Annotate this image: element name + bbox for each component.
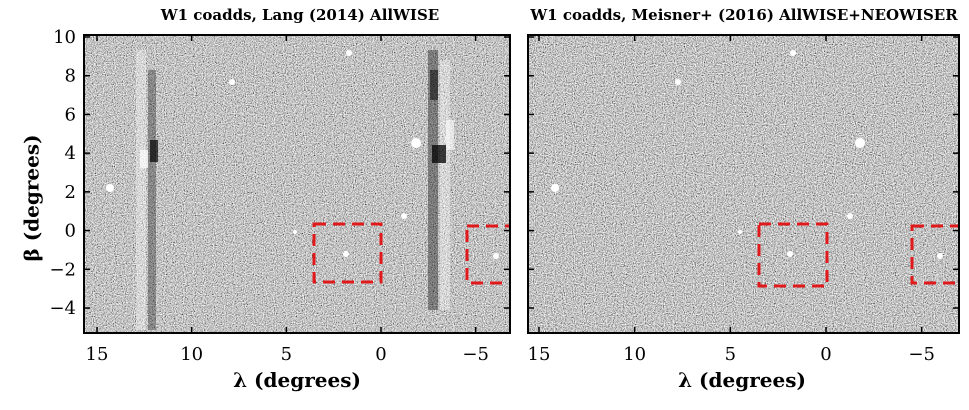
y-tick-label: 10 bbox=[53, 27, 76, 48]
y-tick-label: 0 bbox=[65, 221, 76, 242]
right-panel-image bbox=[528, 35, 959, 333]
x-tick-label: 10 bbox=[623, 344, 646, 365]
x-tick-label: −5 bbox=[908, 344, 935, 365]
left-streak-artifact-1 bbox=[136, 50, 158, 330]
bright-source bbox=[493, 253, 499, 259]
bright-source bbox=[106, 184, 114, 192]
left-panel-title: W1 coadds, Lang (2014) AllWISE bbox=[160, 6, 440, 24]
y-tick-label: −4 bbox=[49, 298, 76, 319]
bright-source bbox=[229, 79, 235, 85]
bright-source bbox=[675, 79, 681, 85]
bright-source bbox=[551, 184, 559, 192]
bright-source bbox=[847, 213, 853, 219]
y-tick-label: 6 bbox=[65, 104, 76, 125]
bright-source bbox=[790, 50, 796, 56]
y-tick-label: 2 bbox=[65, 182, 76, 203]
bright-source bbox=[937, 253, 943, 259]
right-x-axis-label: λ (degrees) bbox=[678, 368, 806, 392]
x-tick-label: 15 bbox=[86, 344, 109, 365]
x-tick-label: 10 bbox=[180, 344, 203, 365]
x-tick-label: −5 bbox=[462, 344, 489, 365]
axis-ticks: 15 10 5 0 −5 15 10 5 0 −5 10 8 6 4 2 0 −2 −4 bbox=[49, 27, 959, 365]
highlight-box bbox=[312, 222, 383, 284]
bright-source bbox=[855, 138, 865, 148]
y-tick-label: 4 bbox=[65, 143, 76, 164]
left-axes-frame bbox=[83, 34, 511, 334]
left-streak-artifact-2 bbox=[428, 50, 454, 310]
bright-source bbox=[293, 230, 297, 234]
x-tick-label: 0 bbox=[820, 344, 831, 365]
x-tick-label: 0 bbox=[375, 344, 386, 365]
left-x-axis-label: λ (degrees) bbox=[233, 368, 361, 392]
bright-source bbox=[738, 230, 742, 234]
x-tick-label: 5 bbox=[725, 344, 736, 365]
bright-source bbox=[343, 251, 349, 257]
bright-source bbox=[411, 138, 421, 148]
left-panel-image bbox=[84, 35, 510, 333]
right-axes-frame bbox=[527, 34, 960, 334]
x-tick-label: 5 bbox=[281, 344, 292, 365]
x-tick-label: 15 bbox=[528, 344, 551, 365]
bright-source bbox=[346, 50, 352, 56]
highlight-box bbox=[465, 224, 510, 285]
right-panel-title: W1 coadds, Meisner+ (2016) AllWISE+NEOWI… bbox=[530, 6, 958, 24]
bright-source bbox=[787, 251, 793, 257]
highlight-box bbox=[910, 224, 959, 285]
bright-source bbox=[401, 213, 407, 219]
y-tick-label: 8 bbox=[65, 66, 76, 87]
y-tick-label: −2 bbox=[49, 259, 76, 280]
highlight-box bbox=[757, 222, 829, 288]
